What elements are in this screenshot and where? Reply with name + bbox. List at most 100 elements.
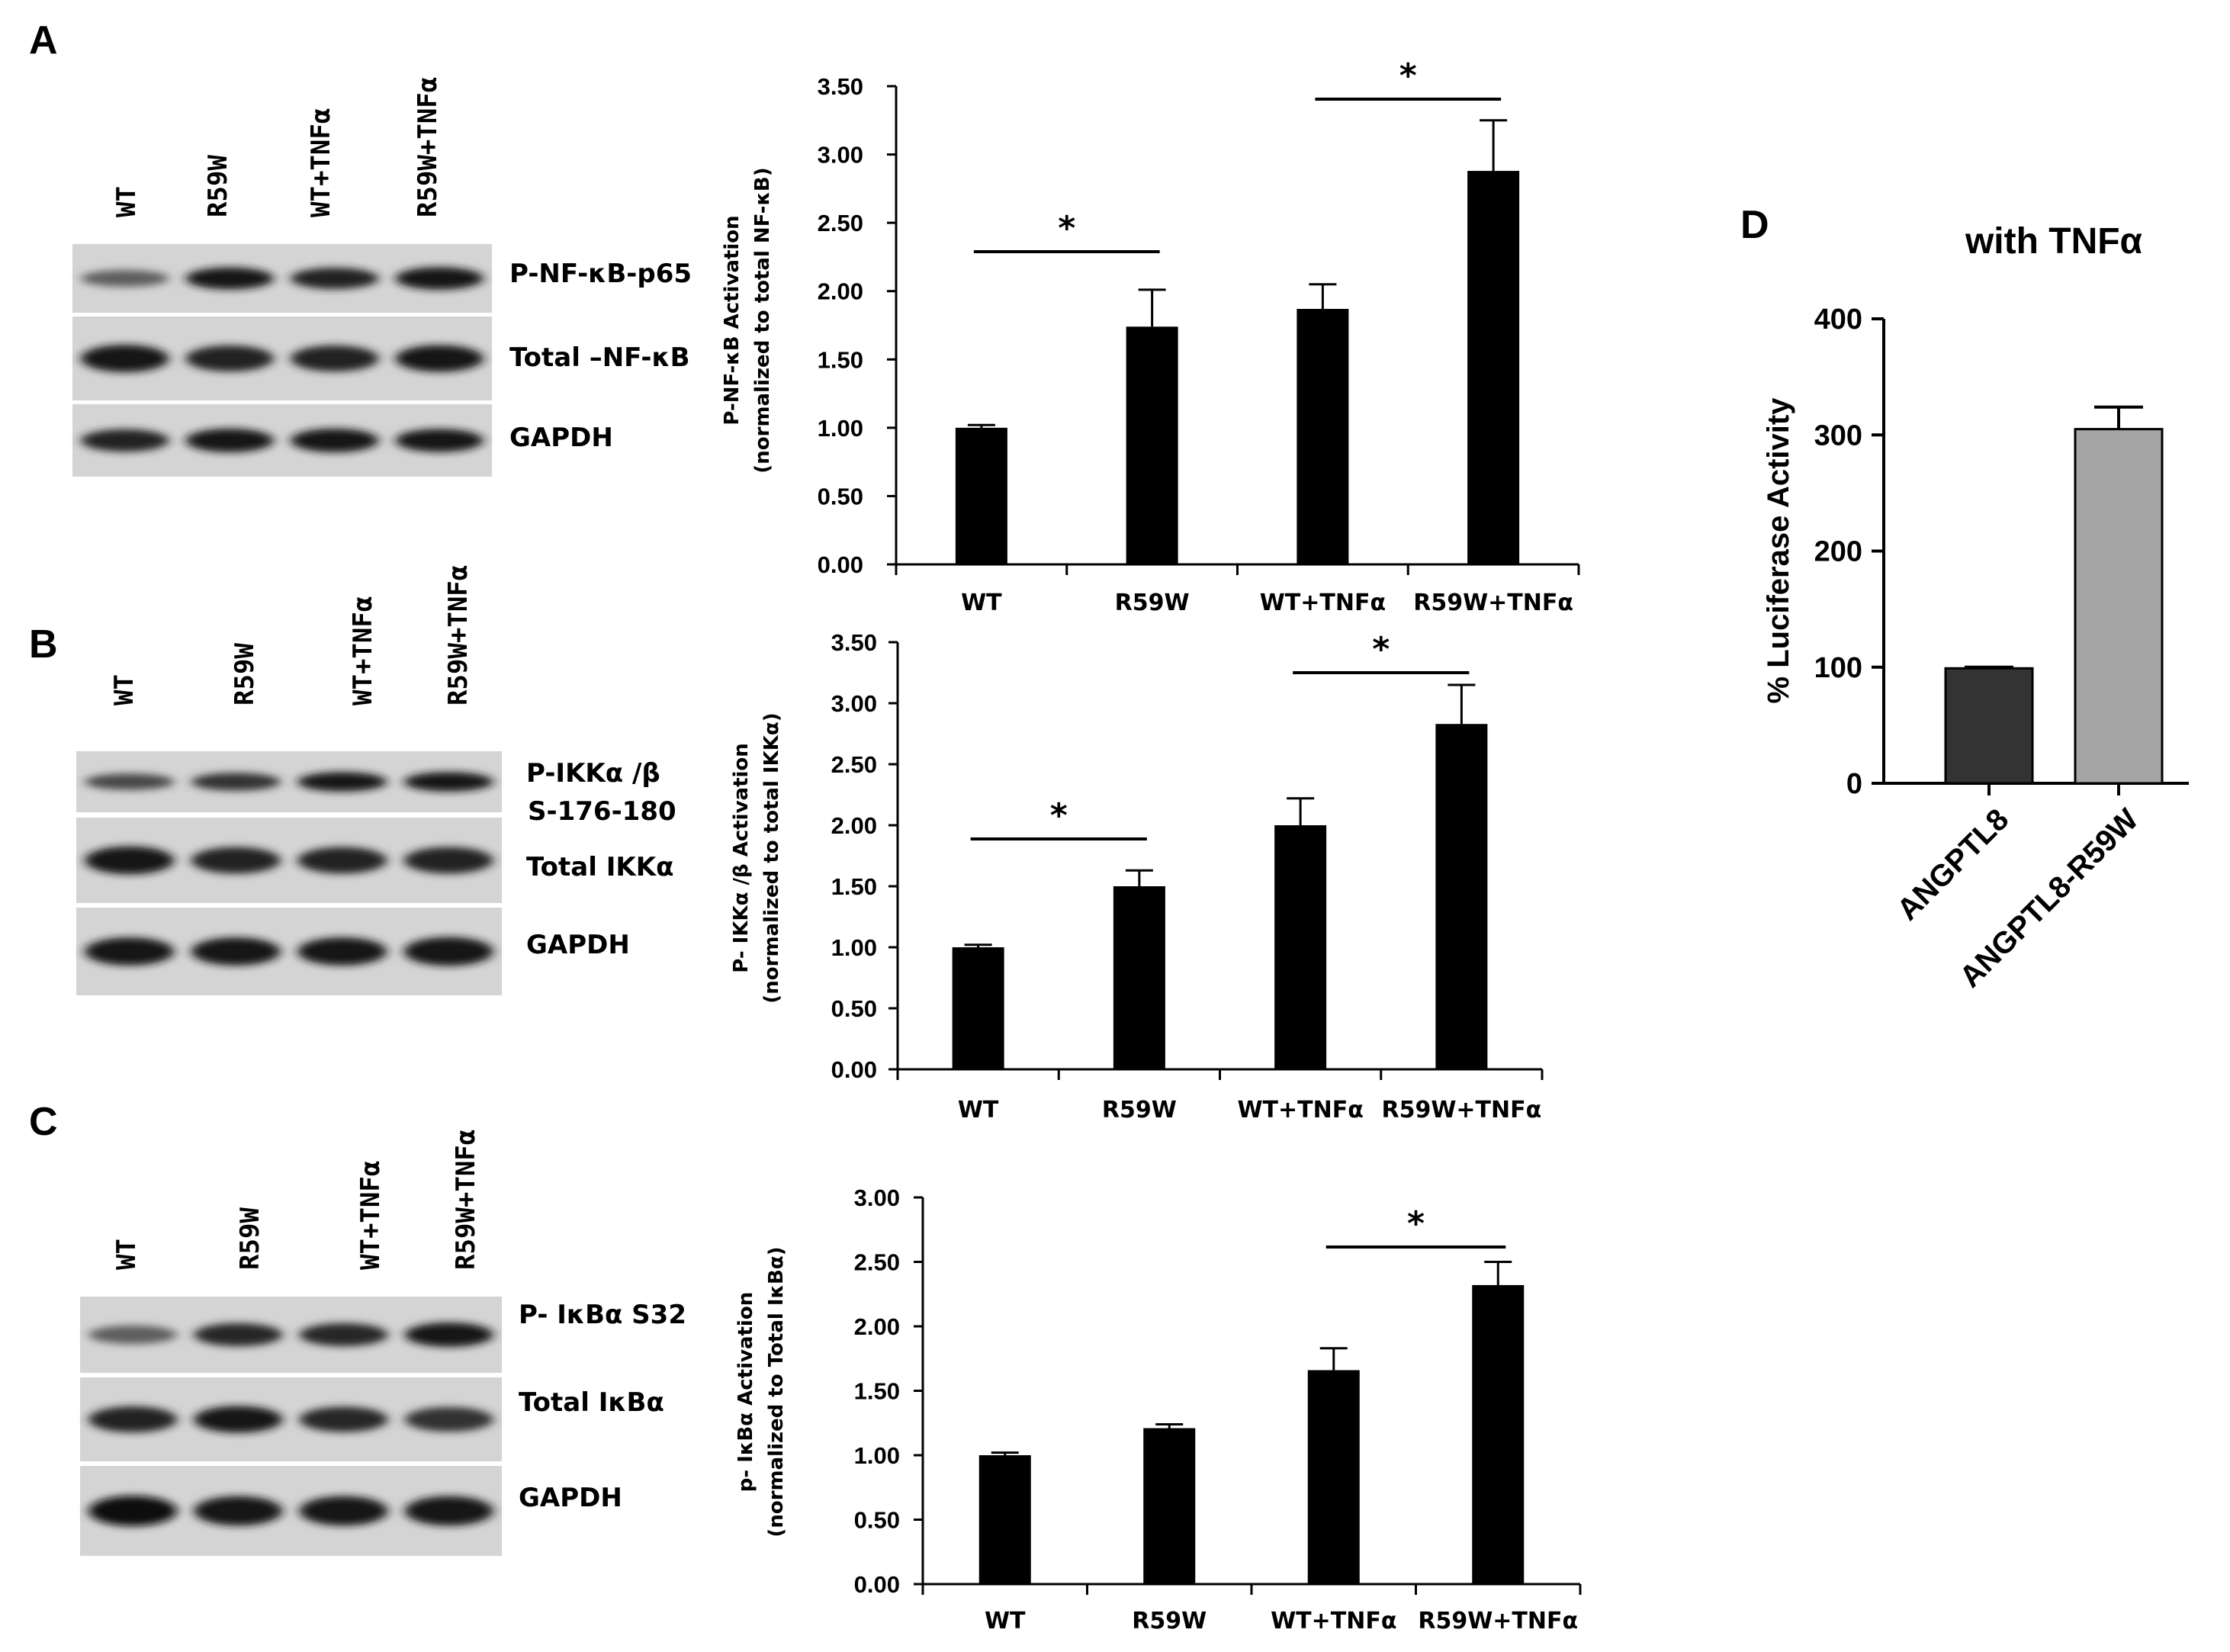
y-axis-label-line2: (normalized to total IKKα)	[760, 712, 783, 1003]
y-tick-label: 2.50	[831, 751, 877, 778]
y-tick-label: 2.00	[831, 812, 877, 839]
bar	[978, 1455, 1031, 1584]
protein-band	[88, 1496, 178, 1526]
significance-star: *	[1058, 209, 1075, 248]
protein-band	[88, 1406, 178, 1433]
lane-label: R59W	[235, 1207, 265, 1270]
panel-letter-a: A	[29, 18, 58, 63]
bar	[1143, 1428, 1196, 1584]
protein-band	[194, 1496, 283, 1526]
y-tick-label: 400	[1814, 304, 1862, 336]
lane-label: WT+TNFα	[355, 1161, 386, 1270]
band-label: GAPDH	[519, 1483, 622, 1513]
bar-chart-c: 0.00 0.50 1.00 1.50 2.00 2.50 3.00 WT R59W WT+TNF…	[734, 1184, 1582, 1634]
protein-band	[185, 267, 274, 290]
protein-band	[81, 429, 169, 452]
category-label: ANGPTL8	[1891, 802, 2015, 927]
y-tick-label: 2.00	[854, 1313, 900, 1340]
y-tick-label: 3.50	[831, 629, 877, 656]
y-tick-label: 3.00	[831, 690, 877, 717]
bar-chart-b: 0.00 0.50 1.00 1.50 2.00 2.50 3.00 3.50 WT R59W WT…	[730, 629, 1544, 1123]
lane-label: R59W	[203, 155, 233, 217]
y-axis-label: % Luciferase Activity	[1762, 397, 1795, 704]
protein-band	[191, 937, 281, 966]
bar-chart-a: 0.00 0.50 1.00 1.50 2.00 2.50 3.00 3.50 WT R59W WT…	[721, 56, 1580, 616]
y-tick-label: 0.00	[854, 1571, 900, 1598]
band-label: Total –NF-κB	[509, 342, 690, 373]
protein-band	[81, 270, 169, 287]
y-axis-label-line2: (normalized to total NF-κB)	[751, 167, 774, 473]
western-blot-a: WT R59W WT+TNFα R59W+TNFα P-NF-κB-p65 Total –…	[72, 77, 692, 477]
band-label: Total IKKα	[526, 852, 673, 882]
protein-band	[185, 428, 274, 453]
lane-label: WT+TNFα	[306, 108, 336, 217]
band-label: GAPDH	[526, 930, 630, 960]
band-label: Total IκBα	[519, 1387, 664, 1418]
category-label: R59W+TNFα	[1413, 590, 1573, 616]
y-tick-label: 3.00	[854, 1184, 900, 1211]
category-label: R59W+TNFα	[1381, 1097, 1541, 1123]
panel-letter-d: D	[1740, 203, 1769, 247]
y-axis-label: P-NF-κB Activation	[721, 215, 744, 425]
bar	[1113, 886, 1165, 1069]
bar	[1944, 667, 2034, 785]
bar	[952, 947, 1004, 1069]
protein-band	[403, 847, 493, 874]
category-label: WT	[985, 1608, 1026, 1634]
protein-band	[395, 345, 484, 372]
protein-band	[194, 1406, 283, 1433]
protein-band	[85, 773, 175, 790]
protein-band	[299, 1406, 388, 1432]
y-tick-label: 0.00	[818, 551, 863, 578]
y-tick-label: 100	[1814, 652, 1862, 684]
y-tick-label: 1.50	[831, 873, 877, 900]
y-tick-label: 1.50	[818, 346, 863, 373]
lane-label: R59W+TNFα	[443, 565, 474, 705]
lane-label: R59W+TNFα	[413, 77, 443, 217]
panel-letter-b: B	[29, 622, 58, 667]
lane-label: WT	[109, 674, 140, 705]
lane-label: R59W+TNFα	[451, 1130, 481, 1270]
bar	[1274, 825, 1327, 1069]
y-tick-label: 1.00	[818, 415, 863, 442]
category-label: R59W	[1115, 590, 1190, 616]
band-label: P-NF-κB-p65	[509, 259, 692, 289]
y-tick-label: 2.50	[854, 1249, 900, 1276]
lane-label: R59W	[230, 643, 260, 705]
protein-band	[85, 846, 175, 875]
band-label: P-IKKα /β	[526, 758, 660, 789]
y-tick-label: 1.50	[854, 1378, 900, 1405]
y-tick-label: 2.50	[818, 210, 863, 236]
y-tick-label: 0.50	[818, 483, 863, 509]
protein-band	[191, 773, 281, 791]
protein-band	[297, 772, 387, 792]
lane-label: WT	[111, 186, 142, 217]
protein-band	[404, 1496, 493, 1526]
significance-star: *	[1399, 56, 1417, 95]
y-tick-label: 200	[1814, 536, 1862, 568]
bar	[1467, 171, 1520, 564]
protein-band	[297, 937, 387, 966]
protein-band	[291, 428, 379, 453]
bar	[1297, 309, 1349, 564]
chart-title: with TNFα	[1965, 221, 2143, 262]
bar	[1307, 1370, 1360, 1584]
western-blot-c: WT R59W WT+TNFα R59W+TNFα P- IκBα S32 Total I…	[80, 1130, 686, 1556]
protein-band	[395, 267, 484, 290]
bar	[1435, 724, 1488, 1069]
y-axis-label-line2: (normalized to Total IκBα)	[765, 1246, 788, 1537]
protein-band	[297, 847, 387, 874]
category-label: WT+TNFα	[1237, 1097, 1363, 1123]
y-tick-label: 3.50	[818, 73, 863, 100]
category-label: R59W	[1132, 1608, 1207, 1634]
y-axis-label: P- IKKα /β Activation	[730, 743, 753, 973]
y-tick-label: 2.00	[818, 278, 863, 305]
protein-band	[194, 1323, 283, 1347]
protein-band	[88, 1325, 178, 1345]
western-blot-b: WT R59W WT+TNFα R59W+TNFα P-IKKα /β S-176-180…	[76, 565, 676, 995]
protein-band	[81, 344, 169, 373]
y-tick-label: 0.00	[831, 1056, 877, 1083]
category-label: R59W+TNFα	[1418, 1608, 1578, 1634]
y-tick-label: 0	[1846, 768, 1862, 800]
